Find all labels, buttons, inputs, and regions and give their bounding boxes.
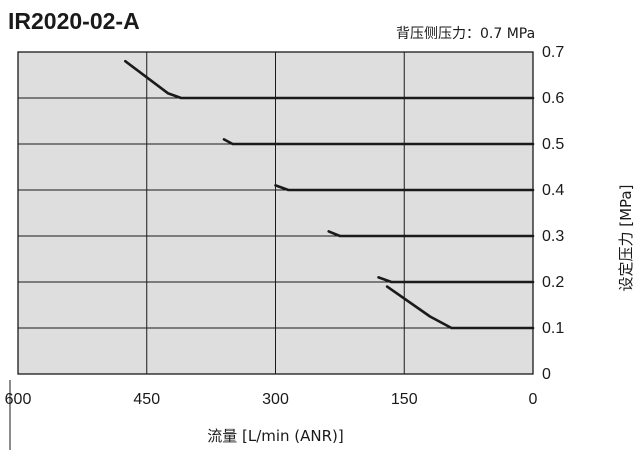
y-tick-label: 0.1	[542, 320, 564, 337]
chart-title: IR2020-02-A	[8, 8, 140, 34]
y-axis-label: 设定压力 [MPa]	[617, 185, 635, 292]
curve-0.1	[385, 285, 535, 330]
x-tick-label: 300	[262, 391, 289, 408]
x-tick-label: 600	[5, 391, 32, 408]
y-tick-label: 0.6	[542, 90, 564, 107]
x-tick-label: 450	[133, 391, 160, 408]
y-tick-label: 0.7	[542, 44, 564, 61]
y-tick-label: 0	[542, 366, 551, 383]
plot-frame	[17, 51, 534, 375]
x-tick-label: 150	[391, 391, 418, 408]
y-tick-label: 0.2	[542, 274, 564, 291]
curve-0.5	[222, 138, 535, 146]
curve-0.6	[124, 59, 535, 100]
y-tick-label: 0.5	[542, 136, 564, 153]
back-pressure-note: 背压侧压力：0.7 MPa	[396, 26, 535, 42]
y-tick-label: 0.4	[542, 182, 564, 199]
curve-0.2	[377, 276, 535, 284]
pressure-curves	[124, 59, 535, 330]
x-tick-labels: 600 450 300 150 0	[5, 391, 538, 408]
curve-0.4	[274, 184, 535, 192]
x-tick-label: 0	[529, 391, 538, 408]
curve-0.3	[327, 230, 535, 238]
y-tick-label: 0.3	[542, 228, 564, 245]
y-tick-labels: 0 0.1 0.2 0.3 0.4 0.5 0.6 0.7	[542, 44, 564, 383]
x-axis-label: 流量 [L/min (ANR)]	[207, 427, 344, 445]
